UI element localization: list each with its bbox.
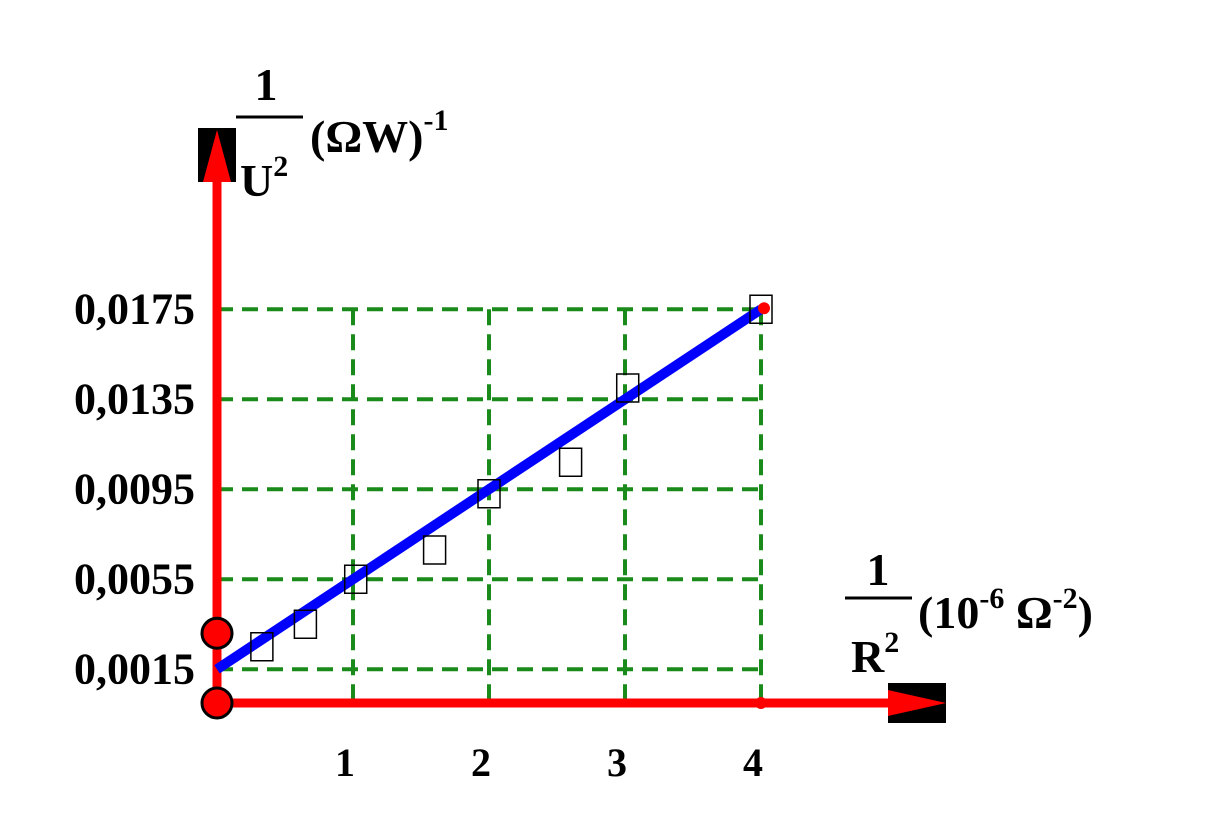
x-tick-label-1: 2 — [471, 740, 491, 785]
x-tick-labels: 1 2 3 4 — [335, 740, 763, 785]
data-point-0 — [250, 632, 274, 662]
y-axis-arrowhead — [203, 130, 231, 182]
axis-marker-circle-0 — [200, 686, 234, 720]
data-point-7 — [749, 294, 773, 324]
x-label-numerator: 1 — [867, 544, 890, 595]
y-tick-label-2: 0,0095 — [74, 464, 195, 513]
x-tick-label-2: 3 — [607, 740, 627, 785]
x-axis-arrowhead — [888, 690, 946, 716]
fit-line-group — [214, 302, 770, 674]
axes — [198, 128, 946, 723]
fit-line — [214, 305, 764, 674]
x-axis-end-dot — [755, 697, 767, 709]
data-point-3 — [422, 535, 447, 565]
data-point-4 — [477, 479, 501, 509]
y-label-denominator: U2 — [240, 150, 288, 206]
y-tick-label-0: 0,0015 — [74, 644, 195, 693]
y-tick-label-3: 0,0135 — [74, 374, 195, 423]
fit-line-end-dot — [758, 302, 770, 315]
x-tick-label-3: 4 — [743, 740, 763, 785]
axis-marker-circle-1 — [200, 616, 234, 650]
y-tick-label-1: 0,0055 — [74, 554, 195, 603]
x-label-denominator: R2 — [851, 626, 899, 682]
y-tick-label-4: 0,0175 — [74, 284, 195, 333]
x-label-unit: (10-6 Ω-2) — [918, 582, 1093, 638]
data-point-2 — [343, 564, 368, 594]
x-tick-label-0: 1 — [335, 740, 355, 785]
y-axis-label: 1 U2 (ΩW)-1 — [236, 59, 448, 206]
x-axis-label: 1 R2 (10-6 Ω-2) — [845, 544, 1093, 682]
y-label-unit: (ΩW)-1 — [310, 104, 448, 162]
data-point-1 — [293, 609, 318, 639]
y-tick-labels: 0,0015 0,0055 0,0095 0,0135 0,0175 — [74, 284, 195, 693]
data-point-5 — [558, 447, 583, 477]
data-points — [250, 294, 773, 662]
grid — [217, 307, 763, 703]
y-label-numerator: 1 — [255, 59, 278, 110]
data-point-6 — [615, 373, 640, 403]
